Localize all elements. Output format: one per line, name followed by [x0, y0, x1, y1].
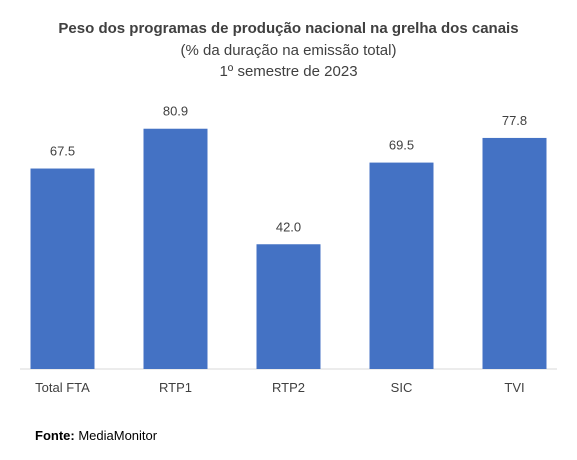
- data-label: 67.5: [50, 144, 75, 159]
- x-tick-label: RTP2: [272, 380, 305, 395]
- data-label: 80.9: [163, 104, 188, 119]
- data-label: 69.5: [389, 138, 414, 153]
- chart-subtitle-line-2: 1º semestre de 2023: [219, 63, 358, 80]
- x-tick-label: SIC: [391, 380, 413, 395]
- bar-total-fta: [30, 168, 95, 369]
- bar-rtp2: [256, 244, 321, 369]
- x-tick-label: TVI: [504, 380, 524, 395]
- chart-subtitle-line-1: (% da duração na emissão total): [180, 42, 397, 59]
- x-tick-label: Total FTA: [35, 380, 90, 395]
- bar-sic: [369, 162, 434, 369]
- source-label: Fonte:: [35, 428, 75, 443]
- chart-title: Peso dos programas de produção nacional …: [58, 20, 519, 37]
- source-text: MediaMonitor: [78, 428, 158, 443]
- data-label: 42.0: [276, 219, 301, 234]
- x-tick-label: RTP1: [159, 380, 192, 395]
- bar-tvi: [482, 137, 547, 369]
- data-label: 77.8: [502, 113, 527, 128]
- source-note: Fonte: MediaMonitor: [35, 428, 157, 443]
- bar-rtp1: [143, 128, 208, 369]
- chart-titles: Peso dos programas de produção nacional …: [0, 18, 577, 82]
